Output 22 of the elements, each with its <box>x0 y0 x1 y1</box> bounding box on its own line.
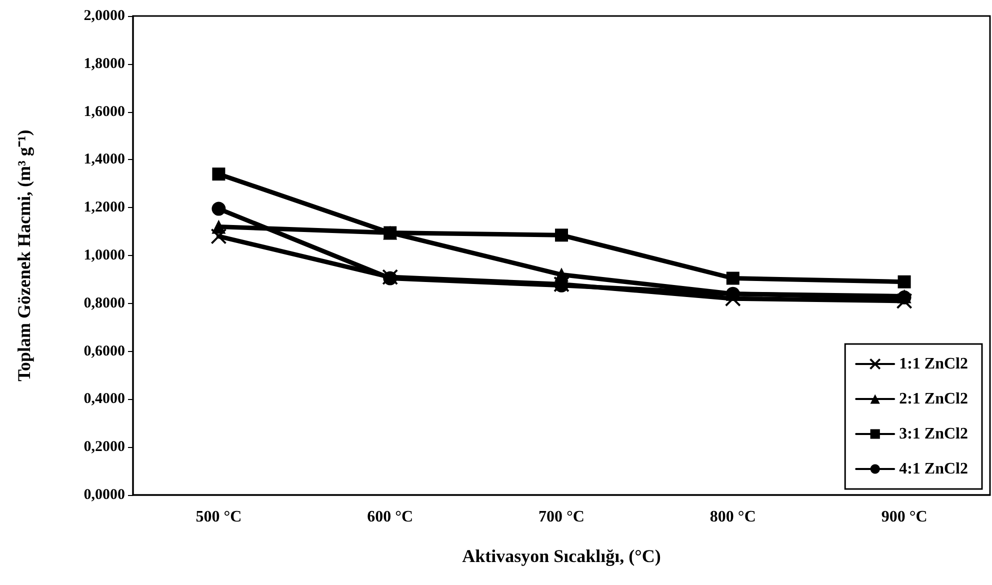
x-tick-label: 600 °C <box>367 508 414 526</box>
x-tick-label: 800 °C <box>710 508 756 526</box>
y-tick-label: 0,2000 <box>84 439 125 456</box>
y-tick-label: 0,0000 <box>84 487 125 503</box>
x-tick-label: 500 °C <box>196 508 242 526</box>
legend-label: 4:1 ZnCl2 <box>899 460 968 478</box>
legend-label: 2:1 ZnCl2 <box>899 390 968 408</box>
y-tick-label: 0,8000 <box>84 295 125 312</box>
y-axis-title: Toplam Gözenek Hacmi, (m³ g⁻¹) <box>14 130 34 382</box>
x-tick-label: 900 °C <box>881 508 928 526</box>
x-tick-label: 700 °C <box>538 508 584 526</box>
legend-label: 3:1 ZnCl2 <box>899 426 968 442</box>
y-tick-label: 0,6000 <box>84 343 125 360</box>
legend-label: 1:1 ZnCl2 <box>899 356 968 372</box>
y-tick-label: 1,2000 <box>84 200 125 216</box>
y-tick-label: 1,6000 <box>84 104 125 120</box>
y-tick-label: 1,8000 <box>84 56 125 72</box>
y-tick-label: 1,4000 <box>84 152 125 168</box>
y-tick-label: 2,0000 <box>84 8 125 24</box>
y-tick-label: 1,0000 <box>84 248 125 264</box>
y-tick-label: 0,4000 <box>84 391 125 408</box>
x-axis-title: Aktivasyon Sıcaklığı, (°C) <box>462 546 661 566</box>
